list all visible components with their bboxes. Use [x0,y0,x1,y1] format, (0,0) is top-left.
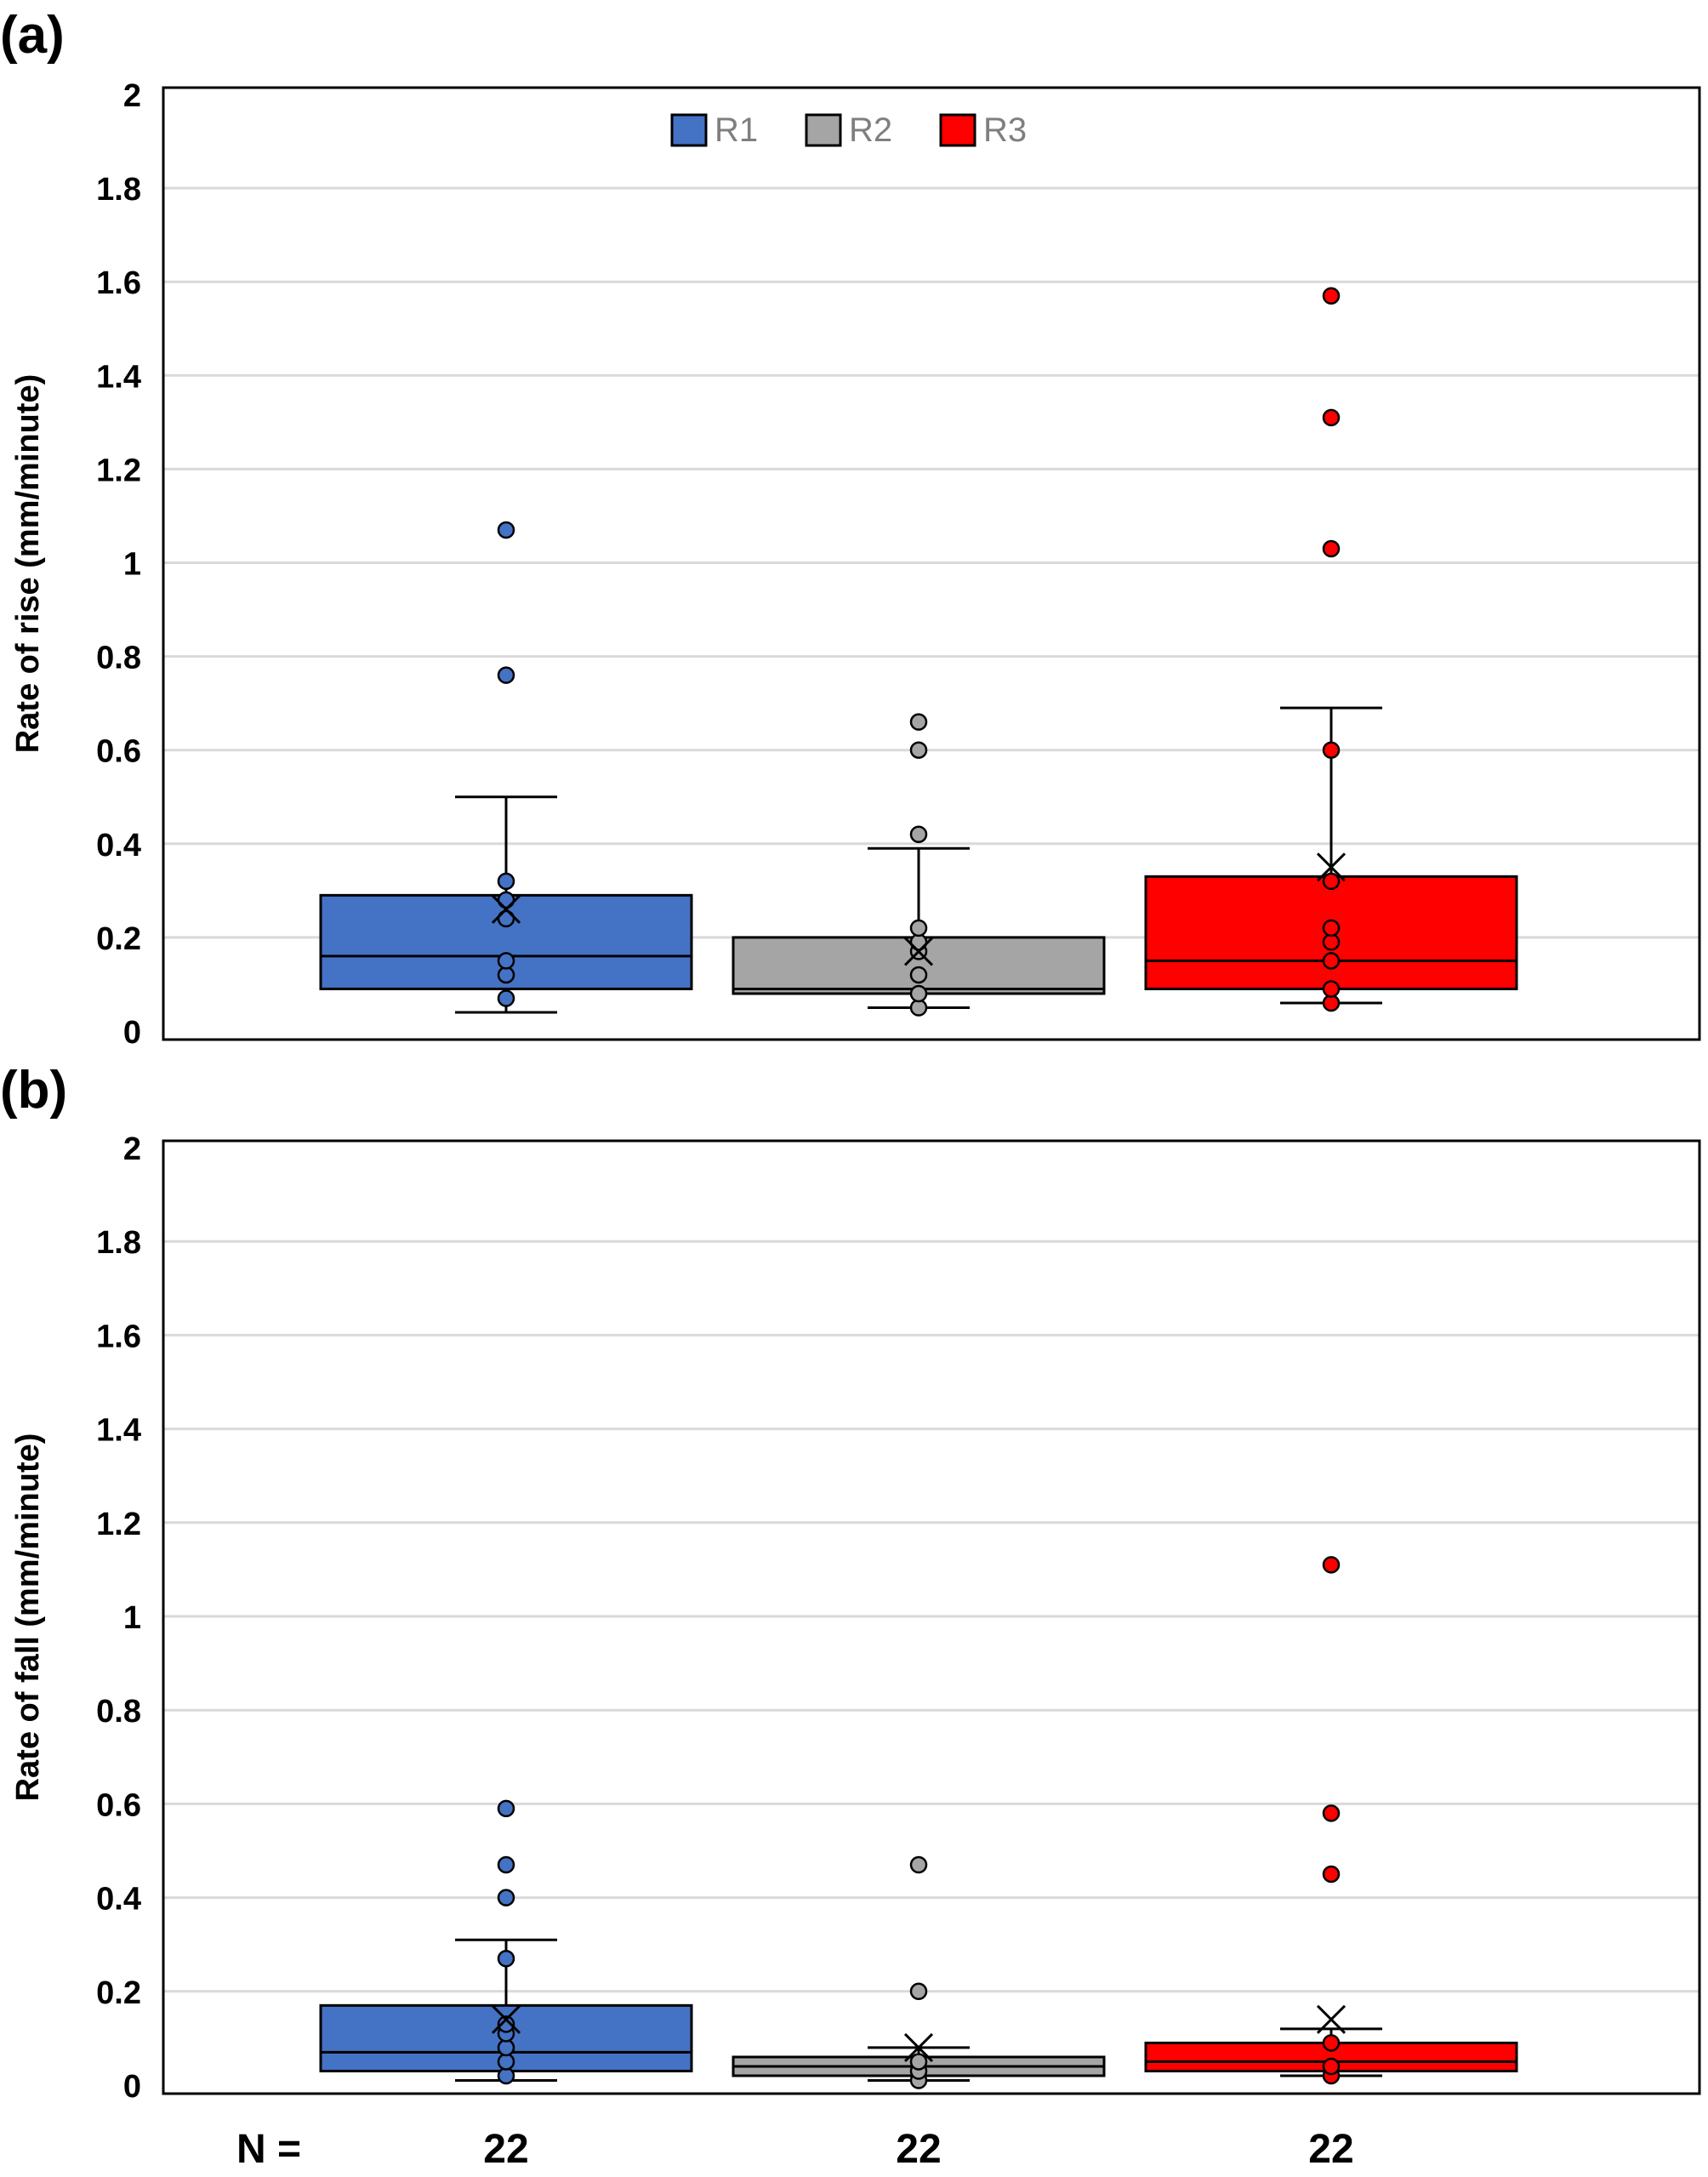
box-R3 [1144,287,1518,1012]
y-tick-label: 1.6 [96,1319,141,1354]
n-value: 22 [896,2127,941,2172]
y-tick-label: 1 [123,547,141,583]
mean-marker-stroke [903,937,934,966]
legend-swatch [805,113,842,147]
y-tick-label: 0.4 [96,828,141,863]
box-R3 [1144,1556,1518,2085]
data-point [1322,2034,1341,2052]
mean-marker-stroke [1316,852,1346,882]
y-tick-label: 2 [123,1131,141,1167]
data-point [909,1982,928,2001]
y-tick-label: 2 [123,78,141,114]
box-R1 [319,521,693,1014]
mean-marker-stroke [1316,2004,1346,2034]
data-point [497,1799,515,1818]
y-tick-label: 1.6 [96,265,141,301]
data-point [909,2053,928,2071]
mean-marker-stroke [491,894,521,924]
box-R1 [319,1799,693,2085]
y-axis-label: Rate of fall (mm/minute) [10,1433,46,1802]
y-tick-label: 0 [123,2069,141,2105]
data-point [909,825,928,844]
data-point [1322,872,1341,891]
mean-marker [903,937,934,966]
data-point [909,984,928,1003]
data-point [909,1855,928,1874]
mean-marker [1316,852,1346,882]
y-tick-label: 0.6 [96,1787,141,1823]
y-tick-label: 1.8 [96,172,141,208]
y-tick-label: 0.2 [96,921,141,957]
mean-marker [491,894,521,924]
legend-swatch [939,113,976,147]
data-point [1322,980,1341,998]
panel-label: (b) [0,1061,67,1120]
box-R2 [732,713,1106,1017]
panel-a: (a) 0 0.2 0.4 0.6 0.8 1 1.2 1.4 1.6 1.8 2 Rate of ri… [0,6,1701,1051]
mean-marker-stroke [491,2004,521,2034]
panel-b: (b) 0 0.2 0.4 0.6 0.8 1 1.2 1.4 1.6 1.8 2 Rate of fa… [0,1061,1701,2105]
data-point [497,2015,515,2033]
legend-label: R2 [849,111,892,149]
data-point [1322,539,1341,558]
data-point [1322,287,1341,305]
n-value: 22 [483,2127,528,2172]
data-point [497,1855,515,1874]
y-tick-label: 1.4 [96,359,141,395]
data-point [909,966,928,984]
y-axis-label: Rate of rise (mm/minute) [10,374,46,754]
y-tick-label: 1.2 [96,1507,141,1542]
data-point [497,872,515,891]
mean-marker-stroke [903,2032,934,2062]
y-tick-label: 0.6 [96,734,141,770]
legend: R1 R2 R3 [670,111,1027,149]
panel-label: (a) [0,6,65,65]
y-tick-label: 1 [123,1600,141,1636]
y-tick-label: 0.4 [96,1882,141,1918]
data-point [497,952,515,970]
data-point [1322,1556,1341,1574]
y-tick-label: 1.8 [96,1225,141,1261]
data-point [1322,741,1341,759]
sample-size-row: N = 22 22 22 [236,2127,1354,2172]
plot-area-frame [162,86,1701,1041]
data-point [497,989,515,1007]
data-point [909,919,928,937]
n-value: 22 [1308,2127,1353,2172]
legend-swatch [670,113,708,147]
y-tick-label: 0.2 [96,1975,141,2011]
legend-item-R3: R3 [939,111,1027,149]
data-point [1322,2057,1341,2076]
mean-marker [903,2032,934,2062]
n-label: N = [236,2127,301,2172]
legend-item-R1: R1 [670,111,758,149]
legend-label: R3 [983,111,1027,149]
y-tick-label: 0 [123,1015,141,1051]
mean-marker [1316,2004,1346,2034]
plot-area-frame [162,1139,1701,2095]
y-tick-label: 1.4 [96,1413,141,1449]
data-point [497,666,515,684]
data-point [1322,952,1341,970]
data-point [1322,408,1341,427]
data-point [1322,919,1341,937]
legend-label: R1 [715,111,758,149]
data-point [497,1949,515,1968]
data-point [1322,1804,1341,1822]
legend-item-R2: R2 [805,111,892,149]
y-tick-label: 0.8 [96,641,141,676]
y-tick-label: 0.8 [96,1694,141,1730]
data-point [909,741,928,759]
mean-marker [491,2004,521,2034]
y-tick-label: 1.2 [96,453,141,488]
box-R2 [732,1855,1106,2089]
data-point [497,1889,515,1906]
data-point [909,713,928,731]
data-point [1322,1865,1341,1884]
data-point [497,521,515,539]
